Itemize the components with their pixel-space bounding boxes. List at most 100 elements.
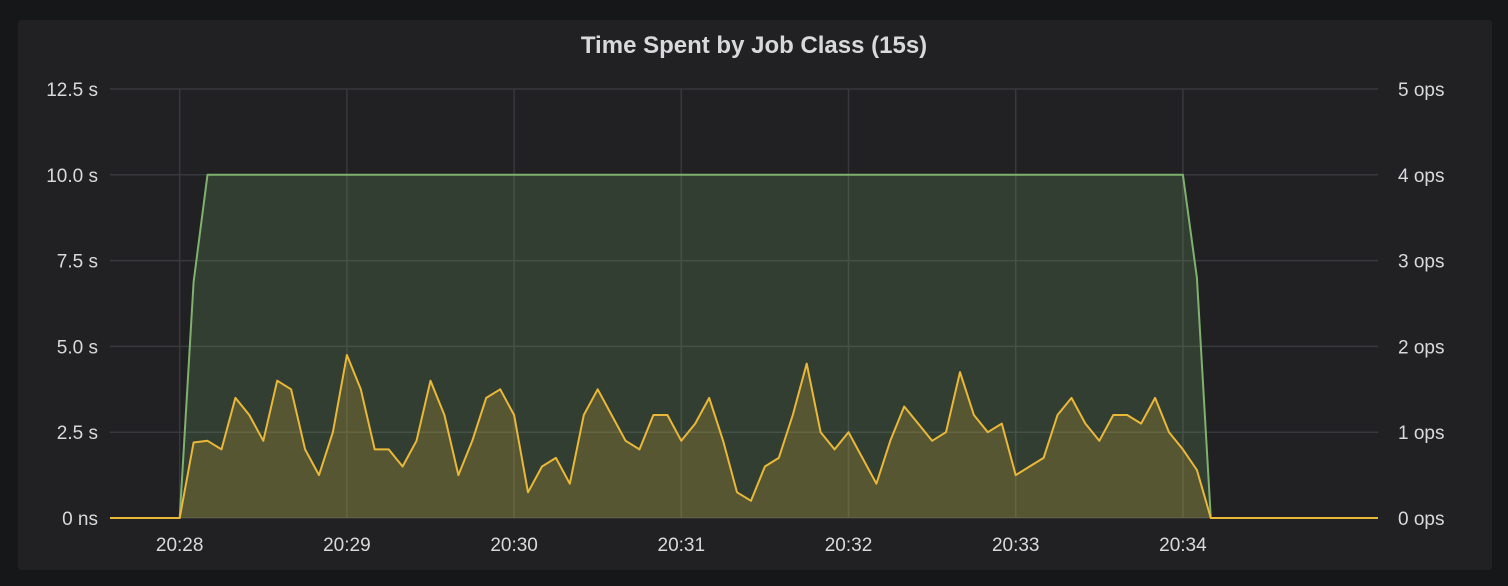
series-1-point	[918, 423, 919, 424]
x-axis: 20:28 20:29 20:30 20:31 20:32 20:33 20:34	[156, 535, 1207, 556]
series-1-point	[1113, 414, 1114, 415]
series-1-point	[527, 492, 528, 493]
series-1-point	[555, 457, 556, 458]
x-tick-label: 20:31	[658, 535, 706, 556]
series-1-point	[332, 432, 333, 433]
series-1-point	[263, 440, 264, 441]
series-1-point	[1141, 423, 1142, 424]
left-y-tick-label: 2.5 s	[57, 423, 98, 444]
series-1-point	[1210, 517, 1211, 518]
series-1-point	[541, 466, 542, 467]
series-1-point	[834, 449, 835, 450]
series-1-point	[109, 517, 110, 518]
series-0-point	[193, 281, 194, 282]
series-1-point	[318, 475, 319, 476]
series-1-point	[514, 414, 515, 415]
series-1-point	[848, 432, 849, 433]
series-1-point	[862, 457, 863, 458]
series-1-point	[1071, 397, 1072, 398]
series-0-line	[110, 173, 1378, 519]
series-1-point	[667, 414, 668, 415]
series-1-point	[681, 440, 682, 441]
series-1-point	[207, 440, 208, 441]
x-tick-label: 20:28	[156, 535, 204, 556]
right-y-tick-label: 1 ops	[1398, 423, 1444, 444]
series-1-point	[792, 414, 793, 415]
series-1-point	[1015, 475, 1016, 476]
series-1-point	[221, 449, 222, 450]
series-1-point	[820, 432, 821, 433]
series-1-point	[1099, 440, 1100, 441]
left-y-axis: 0 ns 2.5 s 5.0 s 7.5 s 10.0 s 12.5 s	[46, 80, 98, 530]
series-1-point	[987, 432, 988, 433]
series-1-point	[346, 354, 347, 355]
series-1-point	[486, 397, 487, 398]
right-y-tick-label: 4 ops	[1398, 166, 1444, 187]
series-1-point	[472, 440, 473, 441]
series-1-point	[1377, 517, 1378, 518]
left-y-tick-label: 5.0 s	[57, 337, 98, 358]
series-1-point	[388, 449, 389, 450]
graph-panel	[18, 20, 1492, 570]
right-y-axis: 0 ops 1 ops 2 ops 3 ops 4 ops 5 ops	[1398, 80, 1444, 530]
left-y-tick-label: 10.0 s	[46, 166, 98, 187]
series-1-point	[402, 466, 403, 467]
series-1-point	[1085, 423, 1086, 424]
series-1-point	[597, 389, 598, 390]
series-1-point	[583, 414, 584, 415]
series-layer	[109, 173, 1378, 519]
series-1-point	[1182, 449, 1183, 450]
series-1-point	[932, 440, 933, 441]
right-y-tick-label: 2 ops	[1398, 337, 1444, 358]
series-1-point	[945, 432, 946, 433]
series-1-point	[890, 440, 891, 441]
right-y-tick-label: 5 ops	[1398, 80, 1444, 101]
series-1-point	[1001, 423, 1002, 424]
series-1-point	[1196, 469, 1197, 470]
left-y-tick-label: 12.5 s	[46, 80, 98, 101]
series-1-point	[625, 440, 626, 441]
series-1-point	[653, 414, 654, 415]
series-1-point	[1043, 457, 1044, 458]
series-1-point	[750, 500, 751, 501]
series-1-point	[1029, 466, 1030, 467]
series-1-point	[291, 389, 292, 390]
series-1-point	[193, 442, 194, 443]
series-1-point	[973, 414, 974, 415]
right-y-tick-label: 3 ops	[1398, 252, 1444, 273]
x-tick-label: 20:34	[1159, 535, 1207, 556]
series-1-point	[249, 414, 250, 415]
series-0-point	[207, 174, 208, 175]
series-1-point	[736, 492, 737, 493]
x-tick-label: 20:33	[992, 535, 1040, 556]
series-1-point	[639, 449, 640, 450]
x-tick-label: 20:32	[825, 535, 873, 556]
series-1-point	[709, 397, 710, 398]
series-1-point	[458, 475, 459, 476]
series-1-point	[374, 449, 375, 450]
series-1-point	[235, 397, 236, 398]
series-1-point	[959, 372, 960, 373]
series-1-point	[1127, 414, 1128, 415]
series-0-point	[1196, 277, 1197, 278]
series-1-point	[611, 414, 612, 415]
series-1-point	[778, 457, 779, 458]
series-1-point	[1168, 432, 1169, 433]
series-1-point	[305, 449, 306, 450]
series-1-point	[1057, 414, 1058, 415]
x-tick-label: 20:30	[490, 535, 538, 556]
series-0-area	[110, 174, 1378, 519]
panel-title[interactable]: Time Spent by Job Class (15s)	[580, 32, 928, 59]
series-1-point	[764, 466, 765, 467]
series-1-point	[277, 380, 278, 381]
series-1-point	[444, 414, 445, 415]
series-0-point	[1182, 174, 1183, 175]
series-1-point	[179, 517, 180, 518]
series-1-point	[500, 389, 501, 390]
series-1-point	[723, 440, 724, 441]
series-1-point	[569, 483, 570, 484]
series-1-line	[110, 354, 1378, 519]
series-1-point	[1155, 397, 1156, 398]
series-1-point	[876, 483, 877, 484]
